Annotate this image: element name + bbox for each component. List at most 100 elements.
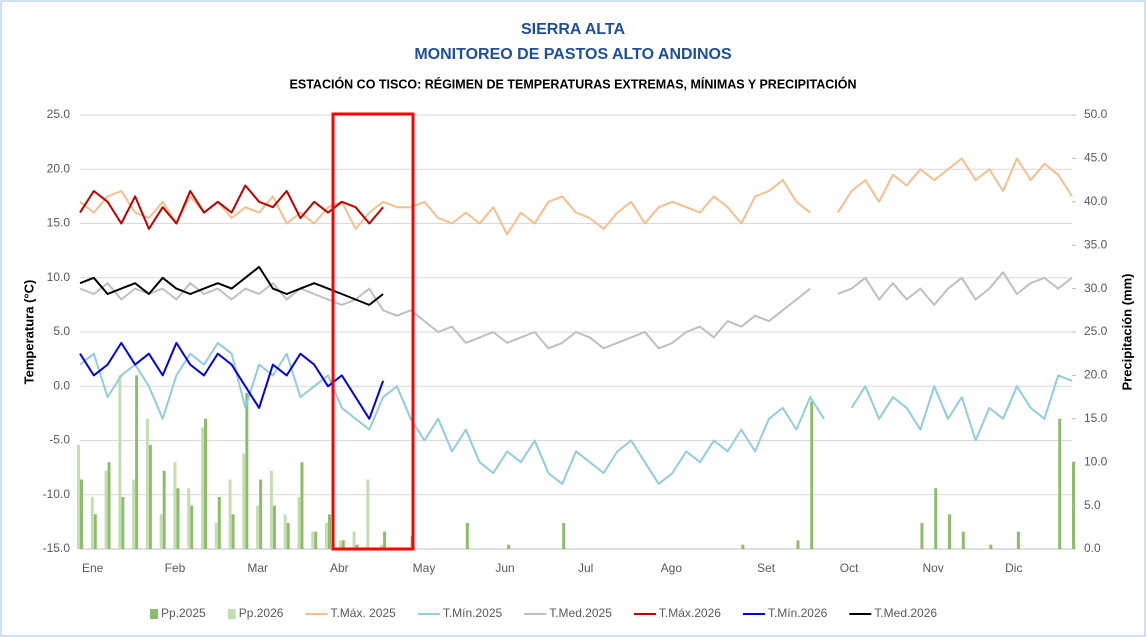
x-tick-label: Feb (165, 561, 186, 575)
legend-label: T.Med.2025 (549, 606, 612, 620)
precip-bar (132, 479, 136, 549)
legend-swatch (227, 609, 236, 619)
precip-bar (217, 496, 221, 549)
y-tick-label: 10.0 (47, 270, 71, 284)
precip-bar (314, 531, 318, 549)
precip-bar (93, 514, 97, 549)
y2-tick-label: 0.0 (1084, 541, 1101, 555)
precip-bar (507, 544, 511, 549)
x-tick-label: Mar (247, 561, 268, 575)
precip-bar (465, 522, 469, 549)
precip-bar (201, 427, 204, 549)
precip-bar (269, 470, 273, 549)
y2-tick-label: 45.0 (1084, 151, 1108, 165)
y-tick-label: -5.0 (49, 433, 70, 447)
highlight-box (331, 112, 415, 551)
x-tick-label: Oct (840, 561, 859, 575)
precip-bar (328, 514, 331, 549)
precip-bar (148, 444, 152, 549)
precip-bar (214, 522, 218, 549)
y2-axis-label: Precipitación (mm) (1119, 273, 1134, 390)
precip-bar (341, 540, 345, 549)
precip-bar (562, 522, 566, 549)
precip-bar (286, 522, 290, 549)
precip-bar (961, 531, 965, 549)
legend-label: T.Mín.2025 (443, 606, 503, 620)
precip-bar (107, 462, 111, 549)
precip-bar (1072, 462, 1075, 549)
precip-bar (989, 544, 993, 549)
y-tick-label: -15.0 (43, 541, 71, 555)
y2-tick-label: 20.0 (1084, 368, 1108, 382)
y2-tick-label: 30.0 (1084, 281, 1108, 295)
precip-bar (121, 496, 125, 549)
precip-bar (80, 479, 83, 549)
x-tick-label: Ago (661, 561, 683, 575)
precip-bar (256, 505, 260, 549)
precip-bar (366, 479, 370, 549)
legend-label: T.Máx. 2025 (330, 606, 396, 620)
precip-bar (242, 453, 246, 549)
precip-bar (187, 488, 191, 549)
precip-bar (162, 470, 166, 549)
precip-bar (1016, 531, 1020, 549)
precip-bar (283, 514, 287, 549)
y2-tick-label: 15.0 (1084, 411, 1108, 425)
x-tick-label: Nov (922, 561, 943, 575)
precip-bar (383, 531, 387, 549)
precip-bar (325, 522, 328, 549)
precip-bar (948, 514, 951, 549)
precip-bar (272, 505, 276, 549)
y-tick-label: 15.0 (47, 216, 71, 230)
y-tick-label: 25.0 (47, 107, 71, 121)
precip-bar (934, 488, 938, 549)
chart-title: SIERRA ALTA (521, 21, 625, 38)
chart-subtitle2: ESTACIÓN CO TISCO: RÉGIMEN DE TEMPERATUR… (290, 76, 857, 91)
chart-subtitle: MONITOREO DE PASTOS ALTO ANDINOS (414, 46, 732, 63)
precip-bar (204, 418, 207, 549)
y-axis-label: Temperatura (°C) (21, 280, 36, 385)
precip-bar (311, 531, 315, 549)
legend-label: Pp.2025 (161, 606, 206, 620)
precip-bar (190, 505, 194, 549)
precip-bar (920, 522, 924, 549)
precip-bar (259, 479, 263, 549)
x-tick-label: Jun (495, 561, 514, 575)
x-tick-label: May (413, 561, 436, 575)
precip-bar (245, 392, 249, 549)
precip-bar (741, 544, 745, 549)
precip-bar (77, 444, 80, 549)
y2-tick-label: 10.0 (1084, 454, 1108, 468)
legend-swatch (150, 609, 158, 619)
y-tick-label: 20.0 (47, 161, 71, 175)
precip-bar (338, 540, 342, 549)
precip-bar (90, 496, 94, 549)
y2-tick-label: 25.0 (1084, 324, 1108, 338)
legend-label: T.Med.2026 (874, 606, 937, 620)
precip-bar (173, 462, 177, 549)
precip-bar (176, 488, 180, 549)
series-line (79, 341, 1073, 485)
precip-bar (352, 531, 356, 549)
y2-tick-label: 35.0 (1084, 237, 1108, 251)
precip-bar (380, 544, 384, 549)
y-tick-label: 5.0 (53, 324, 70, 338)
precip-bar (159, 514, 163, 549)
series-line (79, 271, 1073, 350)
y-tick-label: -10.0 (43, 487, 71, 501)
legend-label: T.Mín.2026 (768, 606, 828, 620)
x-tick-label: Set (757, 561, 776, 575)
precip-bar (300, 462, 304, 549)
x-tick-label: Abr (330, 561, 349, 575)
precip-bar (1058, 418, 1062, 549)
precip-bar (796, 540, 800, 549)
x-tick-label: Dic (1005, 561, 1022, 575)
x-tick-label: Jul (578, 561, 593, 575)
y2-tick-label: 40.0 (1084, 194, 1108, 208)
precip-bar (297, 496, 301, 549)
legend-label: T.Máx.2026 (659, 606, 721, 620)
y-tick-label: 0.0 (53, 378, 70, 392)
precip-bar (355, 544, 359, 549)
